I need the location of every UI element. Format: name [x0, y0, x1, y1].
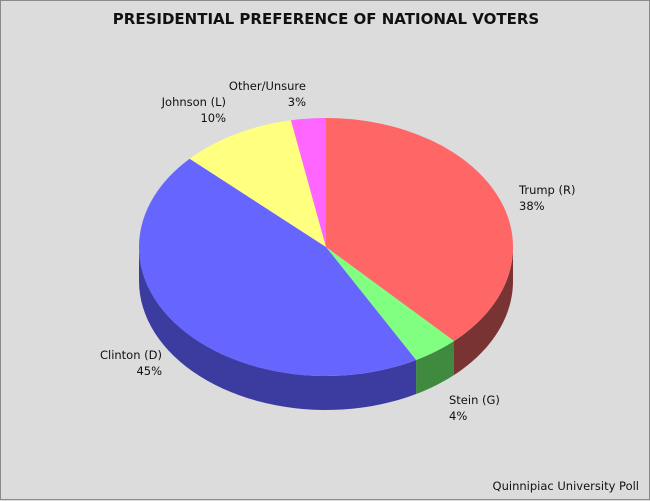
label-johnson-pct: 10%: [200, 111, 226, 125]
label-other-name: Other/Unsure: [228, 79, 306, 93]
label-clinton-pct: 45%: [136, 364, 162, 378]
label-stein: Stein (G) 4%: [449, 392, 500, 424]
pie-slice-stein-g-: [326, 247, 455, 361]
pie-slice-clinton-d-: [138, 158, 417, 377]
label-johnson: Johnson (L) 10%: [151, 94, 226, 126]
pie-slice-trump-r-: [326, 118, 514, 342]
label-other: Other/Unsure 3%: [211, 78, 306, 110]
chart-title: PRESIDENTIAL PREFERENCE OF NATIONAL VOTE…: [112, 10, 540, 28]
pie-side-trump-r-: [454, 247, 513, 376]
label-clinton: Clinton (D) 45%: [81, 347, 162, 379]
label-johnson-name: Johnson (L): [161, 95, 226, 109]
label-clinton-name: Clinton (D): [99, 348, 162, 362]
pie-slice-other-unsure: [290, 117, 326, 247]
label-trump-pct: 38%: [519, 199, 545, 213]
pie-side-stein-g-: [416, 341, 455, 395]
pie-side-clinton-d-: [139, 247, 417, 410]
label-trump: Trump (R) 38%: [519, 182, 575, 214]
source-note: Quinnipiac University Poll: [492, 479, 639, 493]
label-stein-pct: 4%: [449, 409, 468, 423]
label-stein-name: Stein (G): [449, 393, 500, 407]
pie-slice-johnson-l-: [189, 120, 326, 247]
label-other-pct: 3%: [287, 95, 306, 109]
label-trump-name: Trump (R): [519, 183, 576, 197]
